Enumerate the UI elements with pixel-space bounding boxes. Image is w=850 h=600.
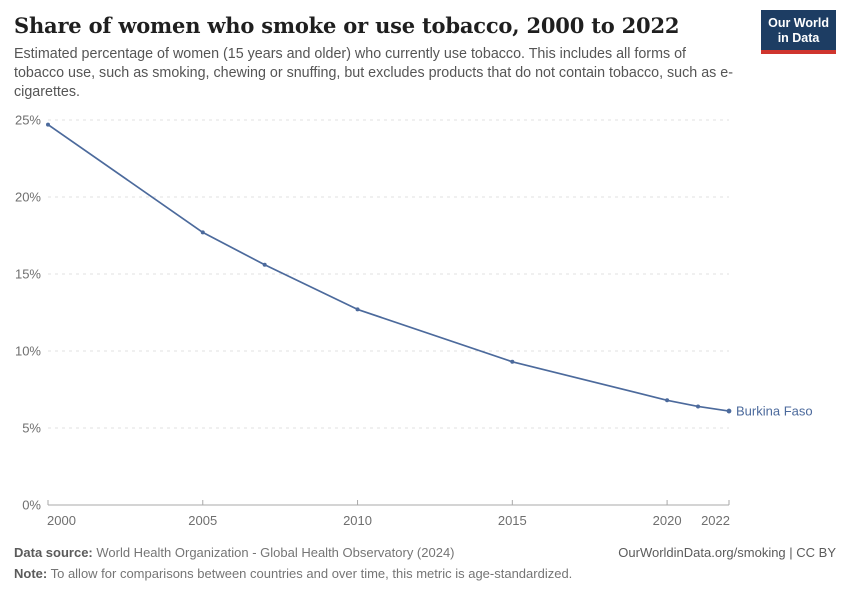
chart-title: Share of women who smoke or use tobacco,…: [14, 13, 680, 38]
footer-source-note: Data source: World Health Organization -…: [14, 543, 572, 585]
x-axis-label: 2022: [701, 513, 730, 528]
x-axis-label: 2000: [47, 513, 76, 528]
y-axis-label: 10%: [15, 344, 41, 359]
line-chart-area[interactable]: 0% 5% 10% 15% 20% 25% 2000 2005 2010 2015 2020 2022…: [0, 108, 850, 542]
owid-logo-line2: in Data: [777, 31, 820, 45]
data-point-last[interactable]: [726, 409, 732, 414]
data-source-label: Data source:: [14, 545, 93, 561]
y-axis-label: 15%: [15, 267, 41, 282]
x-axis-label: 2015: [498, 513, 527, 528]
y-axis-label: 25%: [15, 113, 41, 128]
data-source-line: Data source: World Health Organization -…: [14, 543, 572, 564]
x-axis-label: 2005: [188, 513, 217, 528]
y-axis-label: 0%: [22, 498, 41, 513]
chart-footer: Data source: World Health Organization -…: [14, 543, 836, 585]
x-axis-label: 2010: [343, 513, 372, 528]
chart-subtitle: Estimated percentage of women (15 years …: [14, 46, 733, 101]
line-chart-svg[interactable]: 0% 5% 10% 15% 20% 25% 2000 2005 2010 2015 2020 2022…: [0, 108, 850, 542]
series-end-label[interactable]: Burkina Faso: [736, 404, 813, 419]
owid-logo-line1: Our World: [768, 16, 829, 30]
data-point[interactable]: [510, 360, 515, 365]
data-source-value: World Health Organization - Global Healt…: [92, 545, 455, 561]
owid-logo[interactable]: Our World in Data: [761, 10, 836, 54]
note-line: Note: To allow for comparisons between c…: [14, 564, 572, 585]
y-axis-label: 5%: [22, 421, 41, 436]
data-point[interactable]: [200, 230, 205, 235]
data-point[interactable]: [665, 398, 670, 403]
data-point[interactable]: [355, 307, 360, 312]
note-label: Note:: [14, 566, 48, 582]
data-point[interactable]: [696, 404, 701, 409]
y-axis-label: 20%: [15, 190, 41, 205]
data-point[interactable]: [262, 263, 267, 268]
x-axis-label: 2020: [653, 513, 682, 528]
owid-citation-link[interactable]: OurWorldinData.org/smoking | CC BY: [618, 545, 836, 561]
chart-header: Share of women who smoke or use tobacco,…: [0, 0, 850, 102]
note-value: To allow for comparisons between countri…: [47, 566, 573, 582]
trend-line[interactable]: [47, 124, 730, 413]
data-point[interactable]: [46, 123, 50, 128]
